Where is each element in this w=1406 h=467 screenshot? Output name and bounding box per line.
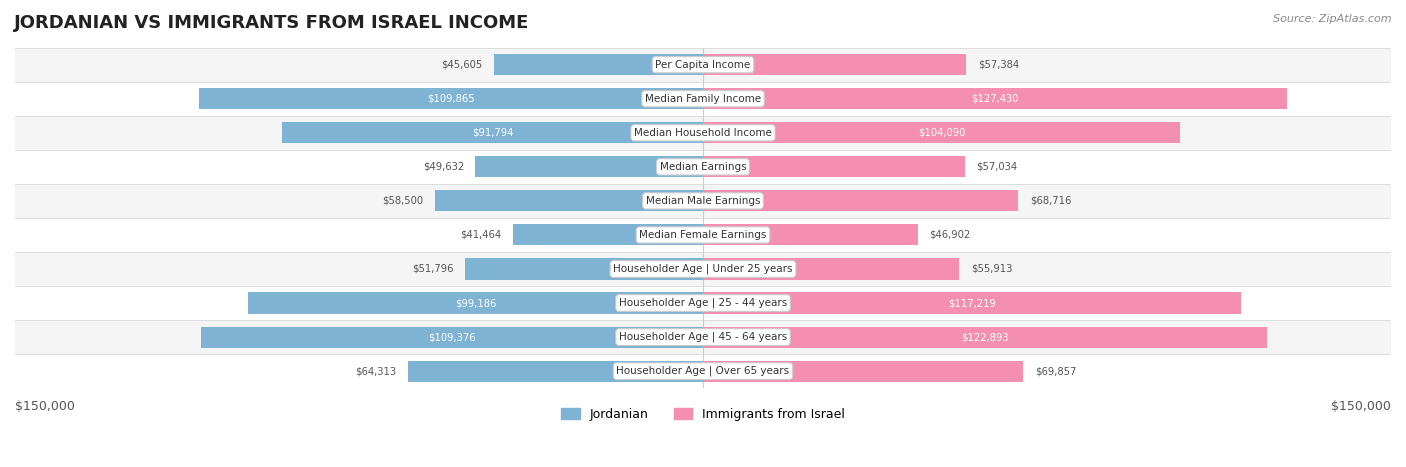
Text: $58,500: $58,500 xyxy=(382,196,423,206)
Text: $68,716: $68,716 xyxy=(1029,196,1071,206)
Bar xyxy=(15,286,1391,320)
Bar xyxy=(465,258,703,280)
Text: $117,219: $117,219 xyxy=(948,298,995,308)
Text: Median Household Income: Median Household Income xyxy=(634,128,772,138)
Text: $57,034: $57,034 xyxy=(976,162,1017,172)
Bar xyxy=(513,224,703,246)
Text: $41,464: $41,464 xyxy=(460,230,502,240)
Text: $109,376: $109,376 xyxy=(429,332,477,342)
Bar xyxy=(703,326,1267,347)
Text: Householder Age | 45 - 64 years: Householder Age | 45 - 64 years xyxy=(619,332,787,342)
Bar xyxy=(15,218,1391,252)
Text: Source: ZipAtlas.com: Source: ZipAtlas.com xyxy=(1274,14,1392,24)
Bar xyxy=(475,156,703,177)
Text: Householder Age | 25 - 44 years: Householder Age | 25 - 44 years xyxy=(619,298,787,308)
Text: $57,384: $57,384 xyxy=(977,60,1019,70)
Bar xyxy=(703,191,1018,212)
Text: $45,605: $45,605 xyxy=(441,60,482,70)
Text: $51,796: $51,796 xyxy=(412,264,454,274)
Bar xyxy=(15,252,1391,286)
Text: $150,000: $150,000 xyxy=(1331,400,1391,413)
Bar xyxy=(200,88,703,109)
Text: $104,090: $104,090 xyxy=(918,128,966,138)
Text: Median Earnings: Median Earnings xyxy=(659,162,747,172)
Text: $49,632: $49,632 xyxy=(423,162,464,172)
Bar xyxy=(703,122,1181,143)
Bar xyxy=(283,122,703,143)
Bar xyxy=(703,156,965,177)
Text: Householder Age | Over 65 years: Householder Age | Over 65 years xyxy=(616,366,790,376)
Text: $91,794: $91,794 xyxy=(472,128,513,138)
Bar xyxy=(247,292,703,314)
Bar xyxy=(494,54,703,75)
Text: JORDANIAN VS IMMIGRANTS FROM ISRAEL INCOME: JORDANIAN VS IMMIGRANTS FROM ISRAEL INCO… xyxy=(14,14,530,32)
Bar xyxy=(703,224,918,246)
Bar xyxy=(703,54,966,75)
Text: $55,913: $55,913 xyxy=(972,264,1012,274)
Text: $99,186: $99,186 xyxy=(456,298,496,308)
Bar xyxy=(15,116,1391,150)
Text: Per Capita Income: Per Capita Income xyxy=(655,60,751,70)
Bar xyxy=(15,320,1391,354)
Text: $64,313: $64,313 xyxy=(356,366,396,376)
Bar xyxy=(703,258,959,280)
Text: $46,902: $46,902 xyxy=(929,230,970,240)
Bar xyxy=(15,82,1391,116)
Bar xyxy=(703,88,1288,109)
Bar xyxy=(15,354,1391,388)
Bar xyxy=(434,191,703,212)
Bar xyxy=(15,48,1391,82)
Text: $150,000: $150,000 xyxy=(15,400,75,413)
Bar xyxy=(408,361,703,382)
Legend: Jordanian, Immigrants from Israel: Jordanian, Immigrants from Israel xyxy=(555,403,851,426)
Bar xyxy=(703,292,1240,314)
Text: Householder Age | Under 25 years: Householder Age | Under 25 years xyxy=(613,264,793,274)
Text: $109,865: $109,865 xyxy=(427,94,475,104)
Text: Median Family Income: Median Family Income xyxy=(645,94,761,104)
Text: $69,857: $69,857 xyxy=(1035,366,1076,376)
Bar xyxy=(15,150,1391,184)
Bar xyxy=(15,184,1391,218)
Text: $122,893: $122,893 xyxy=(962,332,1008,342)
Text: Median Male Earnings: Median Male Earnings xyxy=(645,196,761,206)
Text: $127,430: $127,430 xyxy=(972,94,1019,104)
Bar xyxy=(703,361,1024,382)
Text: Median Female Earnings: Median Female Earnings xyxy=(640,230,766,240)
Bar xyxy=(201,326,703,347)
